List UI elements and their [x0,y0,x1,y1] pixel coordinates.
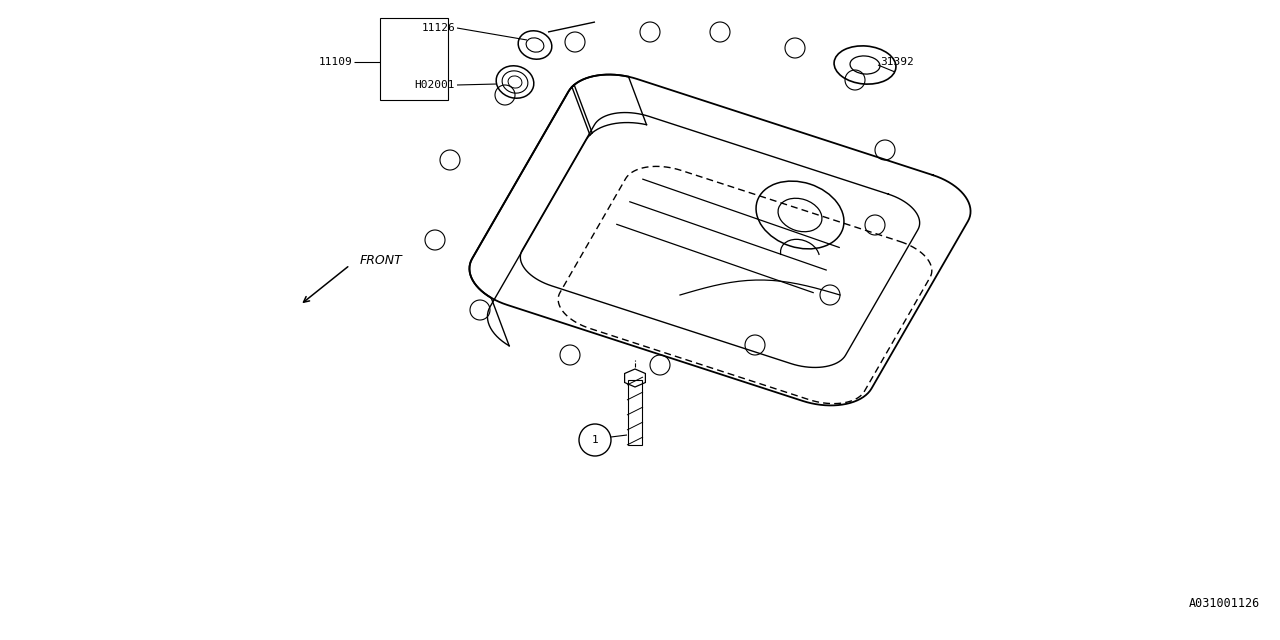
Text: FRONT: FRONT [360,253,403,266]
Text: 31392: 31392 [881,57,914,67]
Text: A031001126: A031001126 [1189,597,1260,610]
Text: 11126: 11126 [421,23,454,33]
Text: H02001: H02001 [415,80,454,90]
Text: 1: 1 [591,435,598,445]
Text: 11109: 11109 [319,57,352,67]
